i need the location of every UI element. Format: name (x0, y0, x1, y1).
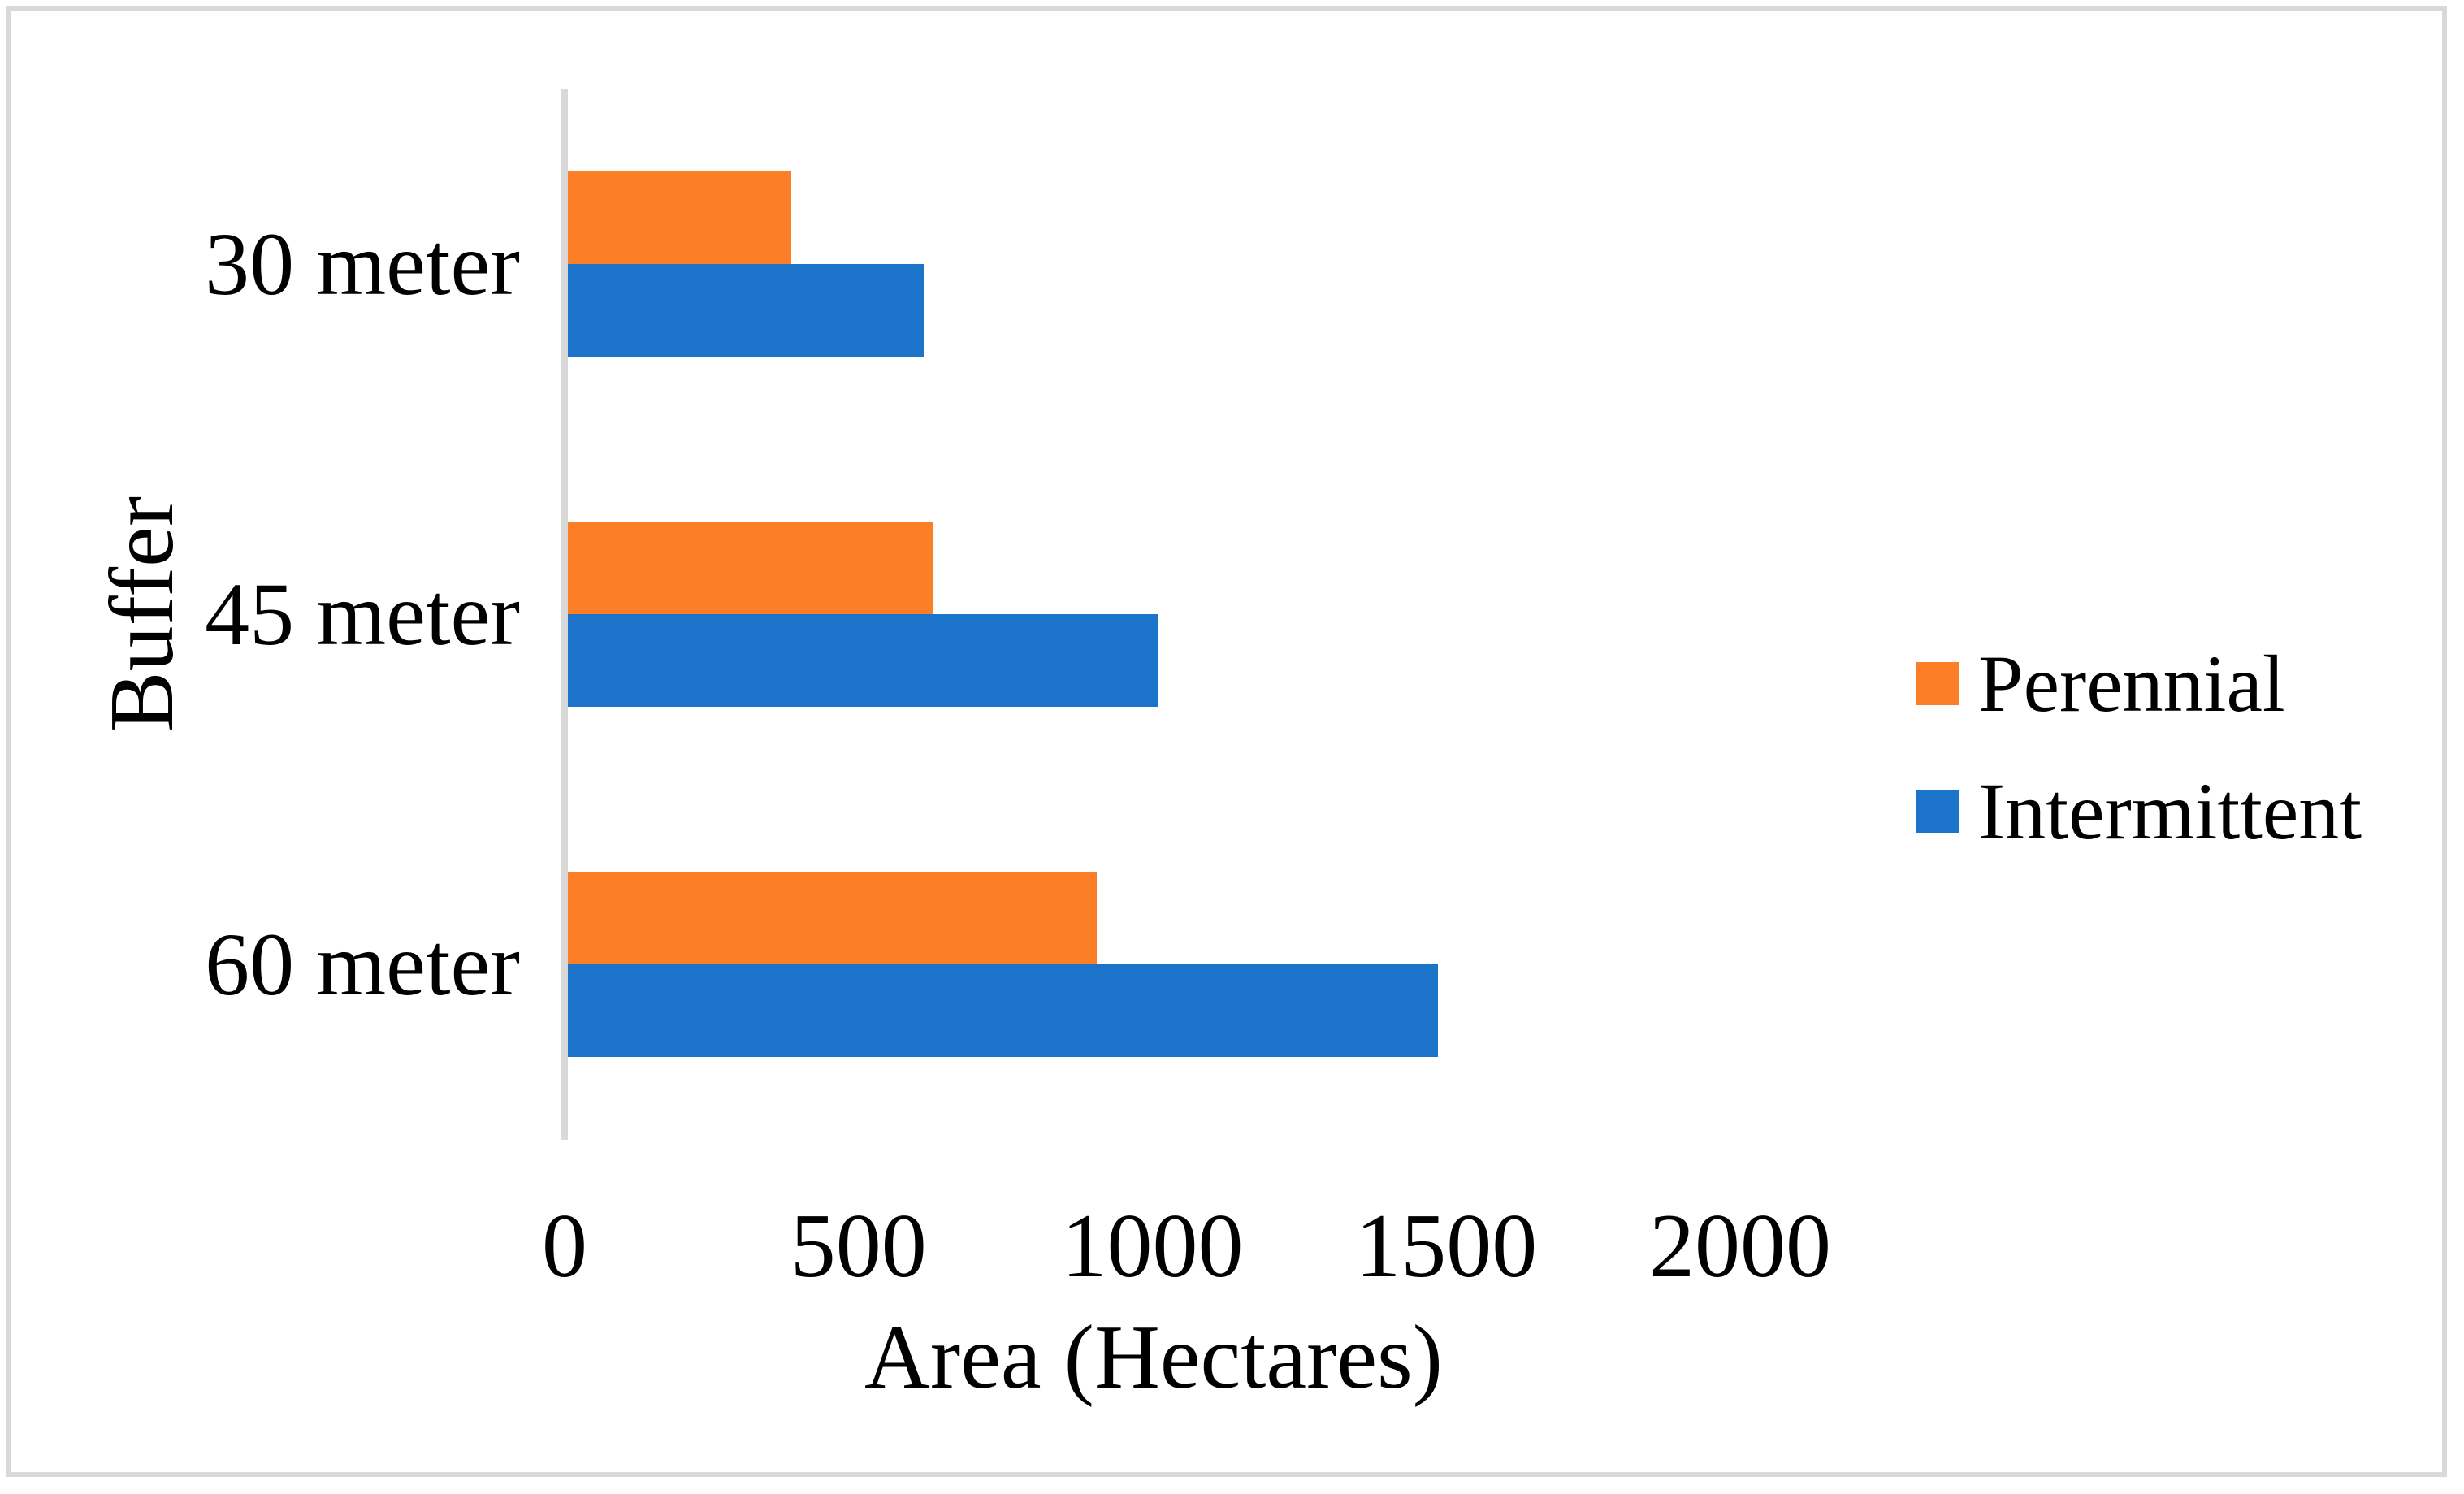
x-tick-label-1500: 1500 (1355, 1196, 1538, 1297)
chart-frame (6, 6, 2447, 1477)
x-tick-label-500: 500 (790, 1196, 927, 1297)
bar-perennial-45-meter (568, 521, 933, 614)
legend-label-perennial: Perennial (1978, 638, 2285, 729)
bar-intermittent-60-meter (568, 964, 1438, 1058)
legend-swatch-intermittent (1916, 790, 1959, 833)
legend-label-intermittent: Intermittent (1978, 765, 2362, 856)
legend-swatch-perennial (1916, 662, 1959, 705)
category-label-60-meter: 60 meter (205, 915, 520, 1015)
bar-intermittent-30-meter (568, 263, 924, 357)
legend: Perennial Intermittent (1916, 643, 2362, 917)
x-tick-label-2000: 2000 (1649, 1196, 1831, 1297)
bar-intermittent-45-meter (568, 613, 1158, 707)
x-tick-label-1000: 1000 (1061, 1196, 1244, 1297)
y-axis-line (561, 89, 568, 1140)
y-axis-title: Buffer (92, 496, 193, 733)
x-tick-label-0: 0 (542, 1196, 587, 1297)
category-label-30-meter: 30 meter (205, 214, 520, 314)
legend-entry-perennial: Perennial (1916, 643, 2362, 724)
category-label-45-meter: 45 meter (205, 564, 520, 664)
bar-perennial-60-meter (568, 872, 1097, 965)
legend-entry-intermittent: Intermittent (1916, 770, 2362, 851)
bar-perennial-30-meter (568, 171, 791, 264)
x-axis-title: Area (Hectares) (864, 1307, 1443, 1408)
